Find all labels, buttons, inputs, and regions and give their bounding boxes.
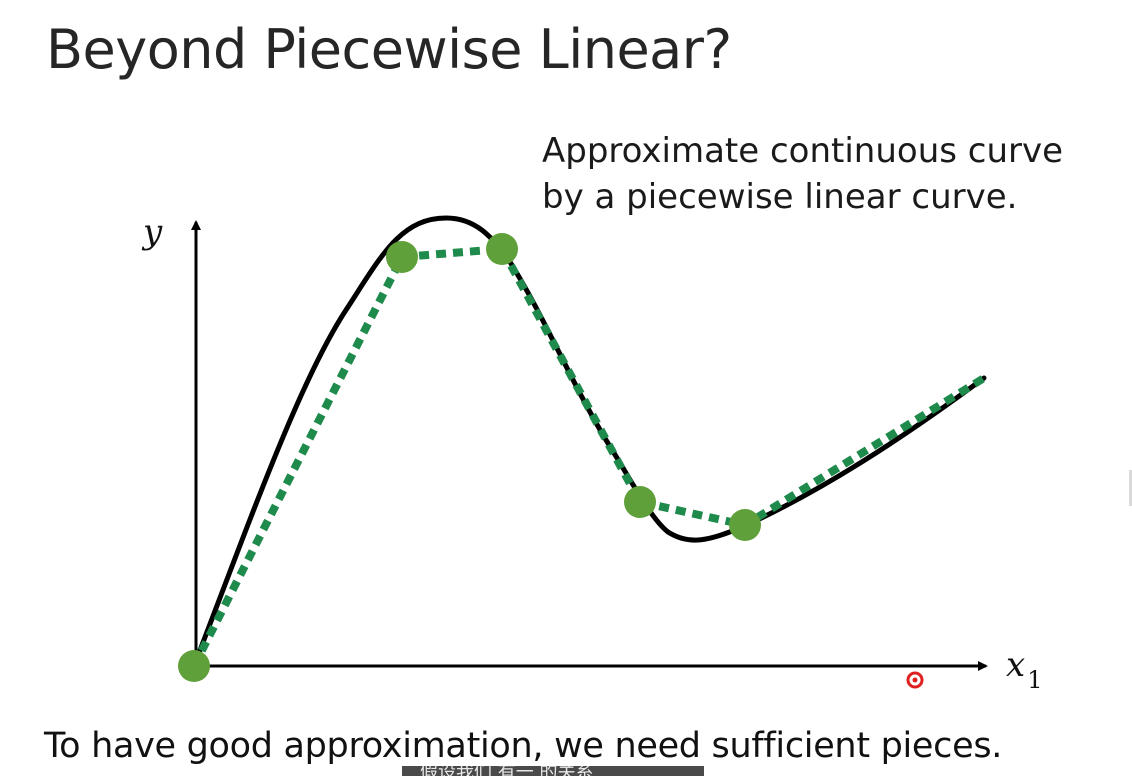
x-axis-label: x1 <box>1006 645 1042 694</box>
piecewise-linear-curve <box>190 244 987 668</box>
breakpoint-3 <box>486 233 518 265</box>
subtitle-overlay: 假设我们 有一 的关系 <box>402 766 704 776</box>
x-axis-label-main: x <box>1006 645 1025 685</box>
side-note-line-2: by a piecewise linear curve. <box>542 177 1018 217</box>
subtitle-text: 假设我们 有一 的关系 <box>420 766 593 776</box>
red-cursor-dot-icon <box>906 671 924 689</box>
side-note: Approximate continuous curve by a piecew… <box>542 128 1063 220</box>
edge-marker <box>1129 470 1132 506</box>
slide-title: Beyond Piecewise Linear? <box>46 18 732 81</box>
side-note-line-1: Approximate continuous curve <box>542 131 1064 171</box>
x-axis-label-subscript: 1 <box>1027 666 1042 694</box>
y-axis-label: y <box>141 212 163 252</box>
continuous-curve <box>191 215 987 669</box>
breakpoint-4 <box>624 486 656 518</box>
breakpoint-2 <box>386 241 418 273</box>
breakpoint-5 <box>729 509 761 541</box>
breakpoint-1 <box>178 650 210 682</box>
bottom-note: To have good approximation, we need suff… <box>44 726 1003 766</box>
